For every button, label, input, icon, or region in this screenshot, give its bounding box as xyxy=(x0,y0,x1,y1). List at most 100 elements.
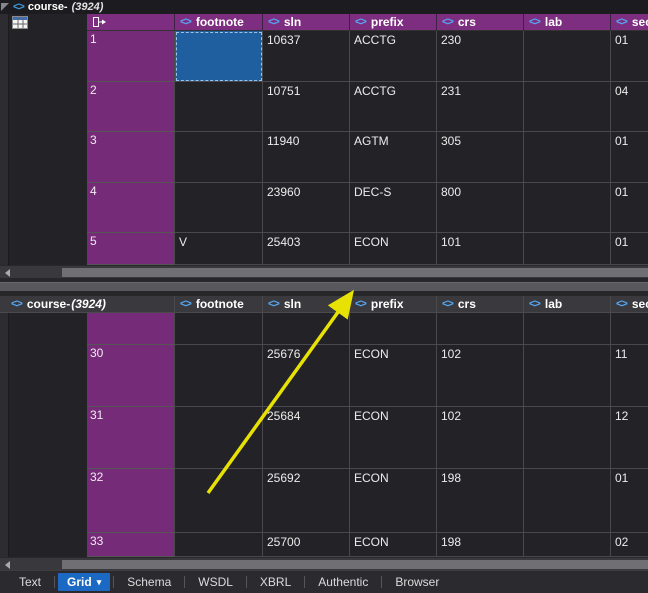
horizontal-scrollbar-bottom[interactable] xyxy=(0,557,648,570)
grid-cell-sec[interactable]: 01 xyxy=(611,132,648,183)
grid-cell-prefix[interactable]: ACCTG xyxy=(350,82,437,132)
column-header-sec[interactable]: <> sec xyxy=(611,296,648,313)
grid-cell-prefix[interactable] xyxy=(350,313,437,345)
grid-cell-crs[interactable]: 800 xyxy=(437,183,524,233)
grid-cell-prefix[interactable]: AGTM xyxy=(350,132,437,183)
pane-splitter-handle[interactable] xyxy=(0,282,648,291)
grid-cell-footnote[interactable] xyxy=(175,132,263,183)
row-number[interactable]: 33 xyxy=(87,533,175,557)
grid-cell-crs[interactable]: 198 xyxy=(437,469,524,533)
column-header-prefix[interactable]: <> prefix xyxy=(350,14,437,31)
row-number[interactable]: 31 xyxy=(87,407,175,469)
tab-wsdl[interactable]: WSDL xyxy=(185,573,246,591)
row-number[interactable]: 30 xyxy=(87,345,175,407)
grid-cell-sln[interactable]: 10751 xyxy=(263,82,350,132)
grid-cell-lab[interactable] xyxy=(524,469,611,533)
tab-schema[interactable]: Schema xyxy=(114,573,184,591)
grid-cell-prefix[interactable]: ECON xyxy=(350,533,437,557)
scrollbar-thumb[interactable] xyxy=(62,560,648,569)
grid-cell-sln[interactable]: 25684 xyxy=(263,407,350,469)
grid-cell-sln[interactable]: 25676 xyxy=(263,345,350,407)
grid-cell-sec[interactable]: 01 xyxy=(611,31,648,82)
grid-cell-sec[interactable]: 01 xyxy=(611,183,648,233)
grid-cell-sec[interactable]: 02 xyxy=(611,533,648,557)
grid-cell-sln[interactable]: 11940 xyxy=(263,132,350,183)
grid-cell-sec[interactable]: 01 xyxy=(611,469,648,533)
grid-cell-crs[interactable]: 101 xyxy=(437,233,524,265)
corner-header-course[interactable]: <> course- (3924) xyxy=(0,296,175,313)
grid-cell-lab[interactable] xyxy=(524,82,611,132)
grid-cell-crs[interactable]: 102 xyxy=(437,407,524,469)
grid-cell-prefix[interactable]: ECON xyxy=(350,345,437,407)
tab-xbrl[interactable]: XBRL xyxy=(247,573,304,591)
grid-cell-crs[interactable]: 230 xyxy=(437,31,524,82)
grid-cell-footnote[interactable] xyxy=(175,345,263,407)
grid-cell-prefix[interactable]: ECON xyxy=(350,469,437,533)
grid-cell-sec[interactable]: 01 xyxy=(611,233,648,265)
row-number[interactable]: 1 xyxy=(87,31,175,82)
grid-cell-crs[interactable]: 198 xyxy=(437,533,524,557)
column-header-prefix[interactable]: <> prefix xyxy=(350,296,437,313)
grid-cell-prefix[interactable]: ECON xyxy=(350,407,437,469)
tab-browser[interactable]: Browser xyxy=(382,573,452,591)
column-header-footnote[interactable]: <> footnote xyxy=(175,296,263,313)
pane-splitter[interactable] xyxy=(0,278,648,296)
column-header-footnote[interactable]: <> footnote xyxy=(175,14,263,31)
horizontal-scrollbar-top[interactable] xyxy=(0,265,648,278)
grid-cell-sec[interactable] xyxy=(611,313,648,345)
grid-cell-sln[interactable]: 25403 xyxy=(263,233,350,265)
row-number[interactable]: 2 xyxy=(87,82,175,132)
row-number-column-header[interactable] xyxy=(87,14,175,31)
grid-cell-lab[interactable] xyxy=(524,313,611,345)
grid-cell-lab[interactable] xyxy=(524,233,611,265)
grid-cell-footnote[interactable] xyxy=(175,533,263,557)
tab-authentic[interactable]: Authentic xyxy=(305,573,381,591)
grid-cell-footnote[interactable] xyxy=(175,183,263,233)
column-header-lab[interactable]: <> lab xyxy=(524,14,611,31)
grid-view-icon-cell[interactable] xyxy=(9,14,87,31)
grid-cell-footnote[interactable] xyxy=(175,469,263,533)
row-number[interactable] xyxy=(87,313,175,345)
row-number[interactable]: 4 xyxy=(87,183,175,233)
scroll-left-button[interactable] xyxy=(0,266,15,279)
grid-cell-crs[interactable] xyxy=(437,313,524,345)
scrollbar-thumb[interactable] xyxy=(62,268,648,277)
grid-cell-sec[interactable]: 04 xyxy=(611,82,648,132)
row-number[interactable]: 3 xyxy=(87,132,175,183)
collapse-triangle-icon[interactable] xyxy=(1,3,9,11)
column-header-lab[interactable]: <> lab xyxy=(524,296,611,313)
grid-cell-lab[interactable] xyxy=(524,345,611,407)
grid-cell-sln[interactable]: 10637 xyxy=(263,31,350,82)
scroll-left-button[interactable] xyxy=(0,558,15,571)
tab-text[interactable]: Text xyxy=(6,573,54,591)
grid-cell-crs[interactable]: 231 xyxy=(437,82,524,132)
grid-cell-footnote[interactable]: V xyxy=(175,233,263,265)
grid-cell-sln[interactable] xyxy=(263,313,350,345)
column-header-crs[interactable]: <> crs xyxy=(437,296,524,313)
grid-cell-prefix[interactable]: ECON xyxy=(350,233,437,265)
grid-cell-footnote-selected[interactable] xyxy=(175,31,263,82)
grid-cell-lab[interactable] xyxy=(524,31,611,82)
column-header-sln[interactable]: <> sln xyxy=(263,296,350,313)
grid-cell-sln[interactable]: 25700 xyxy=(263,533,350,557)
column-header-sec[interactable]: <> sec xyxy=(611,14,648,31)
grid-cell-prefix[interactable]: DEC-S xyxy=(350,183,437,233)
grid-cell-sec[interactable]: 11 xyxy=(611,345,648,407)
grid-cell-sln[interactable]: 25692 xyxy=(263,469,350,533)
grid-cell-footnote[interactable] xyxy=(175,313,263,345)
grid-cell-lab[interactable] xyxy=(524,132,611,183)
grid-cell-lab[interactable] xyxy=(524,533,611,557)
grid-cell-prefix[interactable]: ACCTG xyxy=(350,31,437,82)
grid-cell-crs[interactable]: 305 xyxy=(437,132,524,183)
column-header-crs[interactable]: <> crs xyxy=(437,14,524,31)
grid-cell-footnote[interactable] xyxy=(175,407,263,469)
grid-cell-lab[interactable] xyxy=(524,407,611,469)
grid-cell-crs[interactable]: 102 xyxy=(437,345,524,407)
row-number[interactable]: 32 xyxy=(87,469,175,533)
row-number[interactable]: 5 xyxy=(87,233,175,265)
column-header-sln[interactable]: <> sln xyxy=(263,14,350,31)
grid-cell-footnote[interactable] xyxy=(175,82,263,132)
grid-cell-lab[interactable] xyxy=(524,183,611,233)
tab-grid[interactable]: Grid ▾ xyxy=(58,573,111,591)
grid-cell-sec[interactable]: 12 xyxy=(611,407,648,469)
